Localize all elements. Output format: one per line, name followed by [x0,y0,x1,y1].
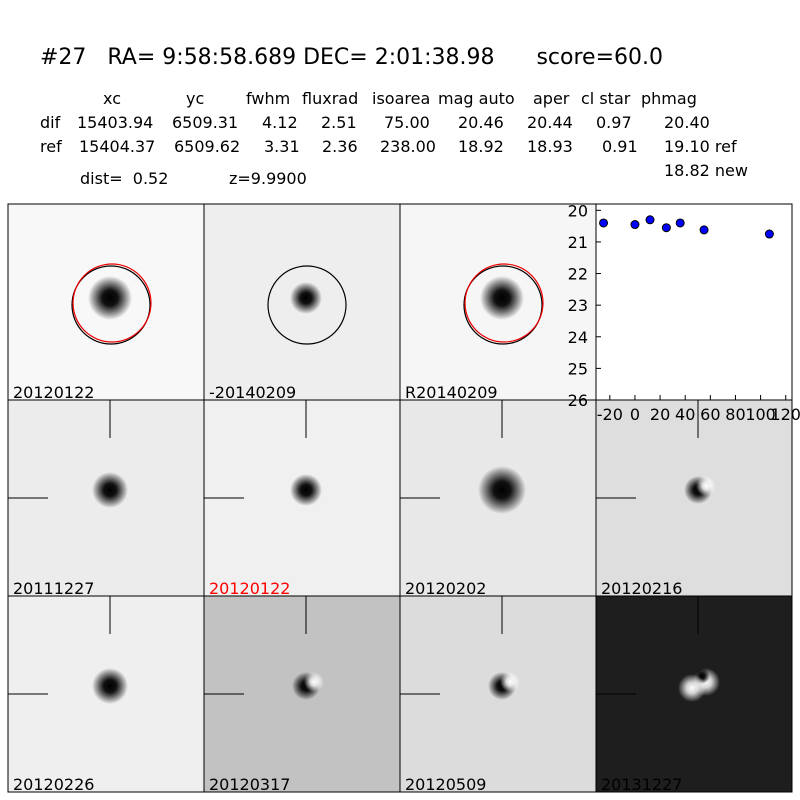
column-header: phmag [641,89,697,108]
y-tick-label: 25 [568,359,588,378]
source [478,466,526,514]
cell: 2.36 [322,137,358,156]
column-header: xc [103,89,121,108]
aperture [71,265,151,345]
new-mag: 18.82 new [664,161,748,180]
column-header: isoarea [372,89,430,108]
panels: 20120122 -20140209 R20140209 20111227 201201… [7,203,793,794]
panel-label: 20120216 [601,579,682,598]
point [764,229,774,239]
aperture-ref [464,263,544,343]
row-label: dif [40,113,61,132]
panel-label: 20120226 [13,775,94,794]
source [92,472,128,508]
column-header: yc [186,89,204,108]
y-tick-label: 23 [568,296,588,315]
cell: 15403.94 [77,113,153,132]
cell: 20.46 [458,113,504,132]
cell: 19.10 ref [664,137,737,156]
source [92,668,128,704]
cell: 18.92 [458,137,504,156]
residual [304,672,324,692]
panel-label: -20140209 [209,383,296,402]
point [675,218,685,228]
x-tick-label: 100 [745,405,776,424]
cell: 15404.37 [79,137,155,156]
residual [678,674,706,702]
x-tick-label: 20 [650,405,670,424]
row-label: ref [40,137,62,156]
x-tick-label: 120 [770,405,800,424]
column-header: fwhm [246,89,290,108]
point [645,215,655,225]
point [599,218,609,228]
cell: 6509.62 [174,137,240,156]
residual [500,672,520,692]
x-tick-label: -20 [597,405,623,424]
panel-label: 20120202 [405,579,486,598]
y-tick-label: 24 [568,328,588,347]
cell: 0.91 [602,137,638,156]
panel-label: R20140209 [405,383,498,402]
point [661,223,671,233]
panel-label: 20120122 [13,383,94,402]
plot-area [595,203,793,401]
column-header: aper [533,89,570,108]
cell: 75.00 [384,113,430,132]
source [290,282,322,314]
x-tick-label: 0 [630,405,640,424]
cell: 3.31 [264,137,300,156]
residual [696,476,716,496]
x-tick-label: 60 [700,405,720,424]
dist: dist= 0.52 [80,169,168,188]
panel-label: 20111227 [13,579,94,598]
point [630,220,640,230]
cell: 2.51 [321,113,357,132]
column-header: fluxrad [302,89,358,108]
x-tick-label: 80 [725,405,745,424]
y-tick-label: 20 [568,201,588,220]
cell: 20.40 [664,113,710,132]
cell: 238.00 [380,137,436,156]
source [480,276,524,320]
cell: 18.93 [527,137,573,156]
y-tick-label: 22 [568,265,588,284]
source [290,474,322,506]
aperture [463,265,543,345]
panel-label: 20120317 [209,775,290,794]
aperture-ref [72,263,152,343]
cell: 20.44 [527,113,573,132]
y-tick-label: 21 [568,233,588,252]
x-tick-label: 40 [675,405,695,424]
title: #27 RA= 9:58:58.689 DEC= 2:01:38.98 scor… [40,45,663,70]
z: z=9.9900 [229,169,307,188]
panel-label: 20120509 [405,775,486,794]
column-header: cl star [581,89,631,108]
column-header: mag auto [438,89,515,108]
cell: 6509.31 [172,113,238,132]
cell: 4.12 [262,113,298,132]
aperture [267,265,347,345]
point [699,225,709,235]
panel-label: 20120122 [209,579,290,598]
y-tick-label: 26 [568,391,588,410]
panel-label: 20131227 [601,775,682,794]
cell: 0.97 [596,113,632,132]
table: xc yc fwhm fluxrad isoarea mag auto aper cl sta… [40,89,737,156]
source [88,276,132,320]
